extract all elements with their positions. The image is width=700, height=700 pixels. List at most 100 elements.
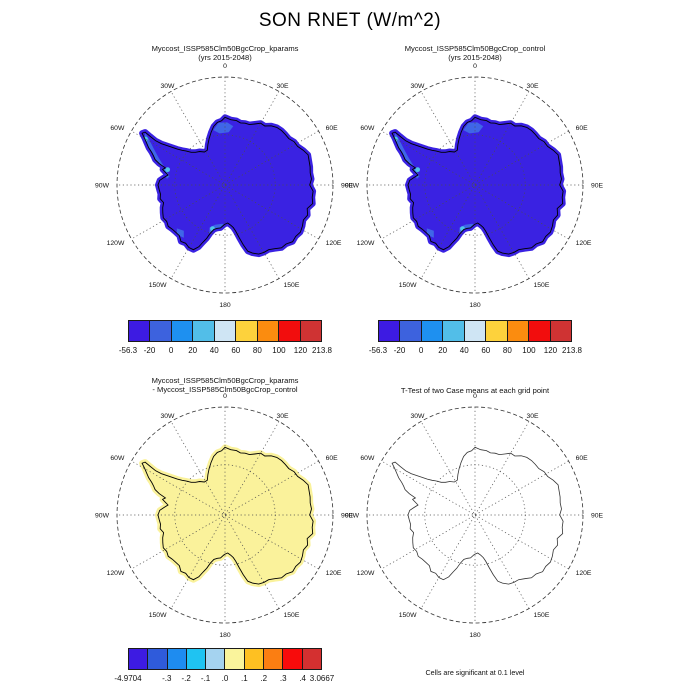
colorbar-cell — [256, 320, 280, 342]
colorbar-cell — [549, 320, 572, 342]
panel-title-line: Myccost_ISSP585Clm50BgcCrop_control — [404, 44, 546, 53]
meridian-label: 90W — [95, 183, 110, 190]
colorbar-tick-label: 3.0667 — [309, 674, 335, 683]
colorbar-cell — [224, 648, 245, 670]
panel-title-diff: Myccost_ISSP585Clm50BgcCrop_kparams - My… — [90, 376, 360, 394]
coastline — [391, 446, 564, 585]
colorbar-tick-label: -56.3 — [118, 346, 138, 355]
map-kparams: 0 30E 60E 90E 120E 150E 180 150W 120W 90W 60W 30W — [95, 63, 354, 309]
panel-subtitle-line: (yrs 2015-2048) — [448, 53, 502, 62]
meridian-label: 60W — [360, 455, 375, 462]
colorbar-cell — [506, 320, 530, 342]
coastline — [141, 446, 314, 585]
colorbar-tick-label: 80 — [502, 346, 512, 355]
continent-fill — [139, 114, 317, 258]
colorbar-cell — [235, 320, 258, 342]
colorbar-tick-label: 40 — [459, 346, 469, 355]
meridian-label: 0 — [223, 393, 227, 400]
meridian-label: 60E — [326, 455, 339, 462]
meridian-label: 120W — [357, 240, 375, 247]
colorbar-cell — [301, 648, 322, 670]
colorbar-cell — [128, 648, 149, 670]
colorbar-tick-label: .1 — [241, 674, 248, 683]
meridian-label: 150E — [534, 612, 550, 619]
colorbar-rnet-kparams — [128, 320, 322, 342]
colorbar-cell — [378, 320, 401, 342]
colorbar-cell — [205, 648, 226, 670]
colorbar-cell — [170, 320, 194, 342]
meridian-label: 90E — [341, 183, 354, 190]
meridian-label: 30E — [276, 83, 289, 90]
meridian-label: 90E — [591, 183, 604, 190]
panel-title-line: Myccost_ISSP585Clm50BgcCrop_kparams — [151, 376, 299, 385]
meridian-label: 150W — [399, 612, 417, 619]
meridian-label: 30W — [161, 83, 176, 90]
meridian-label: 60E — [326, 125, 339, 132]
graticule — [366, 76, 584, 294]
meridian-label: 90W — [95, 513, 110, 520]
colorbar-tick-label: 20 — [188, 346, 198, 355]
coastline — [141, 116, 314, 255]
meridian-label: 120E — [326, 240, 342, 247]
meridian-label: 30E — [276, 413, 289, 420]
colorbar-tick-label: .2 — [260, 674, 268, 683]
colorbar-cell — [399, 320, 422, 342]
colorbar-diff — [128, 648, 322, 670]
colorbar-tick-label: 40 — [209, 346, 219, 355]
meridian-label: 180 — [469, 632, 481, 639]
colorbar-cell — [243, 648, 265, 670]
meridian-label: 60E — [576, 125, 589, 132]
colorbar-cell — [166, 648, 187, 670]
colorbar-tick-label: 100 — [522, 346, 536, 355]
meridian-label: 180 — [219, 632, 231, 639]
colorbar-tick-label: 80 — [252, 346, 262, 355]
panel-title-kparams: Myccost_ISSP585Clm50BgcCrop_kparams (yrs… — [90, 44, 360, 62]
meridian-label: 150W — [149, 282, 167, 289]
graticule — [116, 76, 334, 294]
meridian-label: 90E — [341, 513, 354, 520]
colorbar-tick-label: -4.9704 — [114, 674, 142, 683]
colorbar-cell — [185, 648, 207, 670]
meridian-label: 90W — [345, 183, 360, 190]
meridian-label: 60W — [110, 455, 125, 462]
colorbar-cell — [299, 320, 322, 342]
meridian-label: 150E — [284, 282, 300, 289]
colorbar-cell — [278, 320, 301, 342]
colorbar-tick-label: 120 — [543, 346, 558, 355]
meridian-label: 180 — [469, 302, 481, 309]
colorbar-tick-label: -20 — [143, 346, 156, 355]
map-ttest: 0 30E 60E 90E 120E 150E 180 150W 120W 90W 60W 30W — [345, 393, 604, 639]
colorbar-cell — [528, 320, 551, 342]
colorbar-tick-label: -56.3 — [368, 346, 388, 355]
significance-caption: Cells are significant at 0.1 level — [425, 668, 525, 677]
colorbar-tick-label: -.3 — [162, 674, 172, 683]
colorbar-cell — [192, 320, 215, 342]
colorbar-cell — [420, 320, 444, 342]
colorbar-tick-label: .3 — [279, 674, 287, 683]
panel-subtitle-line: (yrs 2015-2048) — [198, 53, 252, 62]
colorbar-cell — [485, 320, 508, 342]
meridian-label: 60E — [576, 455, 589, 462]
colorbar-labels-diff: -4.9704 -.3 -.2 -.1 .0 .1 .2 .3 .4 3.0667 — [114, 674, 334, 686]
meridian-label: 150W — [399, 282, 417, 289]
colorbar-rnet-control — [378, 320, 572, 342]
meridian-label: 180 — [219, 302, 231, 309]
colorbar-tick-label: -.1 — [200, 674, 211, 683]
colorbar-cell — [463, 320, 487, 342]
meridian-label: 90W — [345, 513, 360, 520]
panel-title-line: T-Test of two Case means at each grid po… — [400, 386, 550, 395]
meridian-label: 150E — [534, 282, 550, 289]
colorbar-tick-label: .4 — [299, 674, 306, 683]
meridian-label: 30W — [411, 413, 426, 420]
colorbar-tick-label: .0 — [221, 674, 229, 683]
figure-title: SON RNET (W/m^2) — [258, 10, 442, 31]
map-control: 0 30E 60E 90E 120E 150E 180 150W 120W 90W 60W 30W — [345, 63, 604, 309]
colorbar-tick-label: -.2 — [181, 674, 191, 683]
meridian-label: 120W — [107, 570, 125, 577]
colorbar-cell — [263, 648, 284, 670]
meridian-label: 60W — [360, 125, 375, 132]
continent-fill — [389, 114, 567, 258]
colorbar-tick-label: 213.8 — [311, 346, 333, 355]
meridian-label: 0 — [223, 63, 227, 70]
